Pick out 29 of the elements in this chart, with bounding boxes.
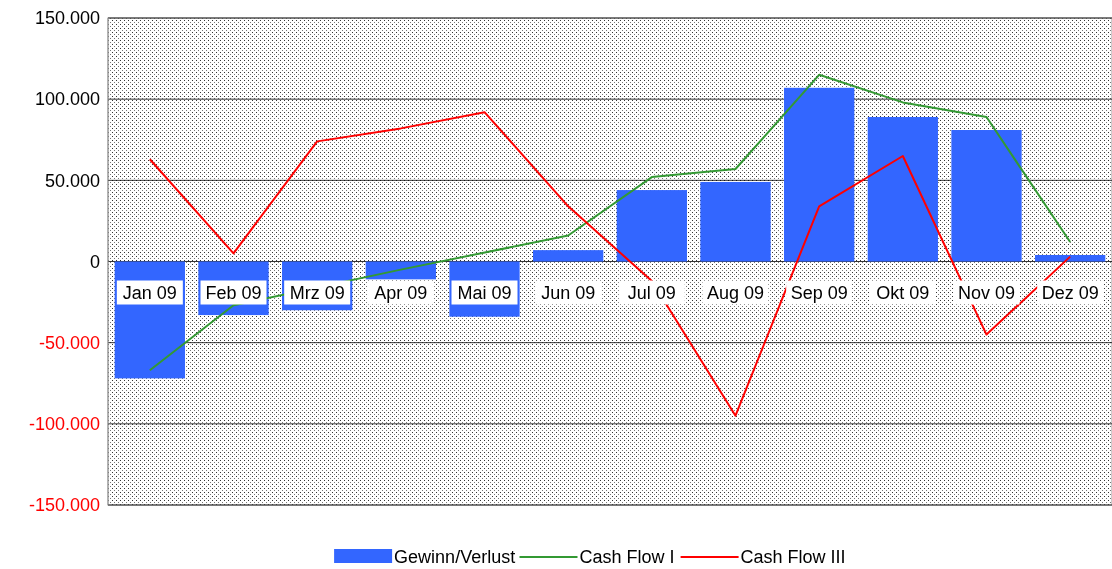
x-tick-label: Jul 09 [627, 282, 676, 303]
y-tick-label: 100.000 [34, 89, 100, 110]
bar [533, 250, 604, 262]
y-tick-label: 0 [89, 251, 100, 272]
x-tick-label: Nov 09 [957, 282, 1016, 303]
bar [616, 190, 687, 262]
legend-label: Gewinn/Verlust [394, 547, 516, 568]
y-tick-label: -150.000 [28, 495, 100, 516]
bar [700, 181, 771, 262]
bar [1035, 255, 1106, 262]
bar [951, 130, 1022, 262]
legend-label: Cash Flow I [579, 547, 675, 568]
x-tick-label: Apr 09 [374, 282, 428, 303]
bar [867, 117, 938, 262]
x-tick-label: Mai 09 [457, 282, 512, 303]
x-tick-label: Feb 09 [205, 282, 262, 303]
x-tick-label: Jun 09 [541, 282, 596, 303]
x-tick-label: Mrz 09 [289, 282, 345, 303]
y-tick-label: 150.000 [34, 8, 100, 29]
legend-label: Cash Flow III [740, 547, 846, 568]
y-tick-label: -100.000 [28, 414, 100, 435]
x-tick-label: Okt 09 [876, 282, 930, 303]
y-tick-label: 50.000 [44, 170, 100, 191]
bar [784, 87, 855, 262]
x-tick-label: Dez 09 [1041, 282, 1099, 303]
x-tick-label: Jan 09 [122, 282, 177, 303]
x-tick-label: Sep 09 [790, 282, 848, 303]
x-tick-label: Aug 09 [706, 282, 765, 303]
y-tick-label: -50.000 [38, 332, 100, 353]
